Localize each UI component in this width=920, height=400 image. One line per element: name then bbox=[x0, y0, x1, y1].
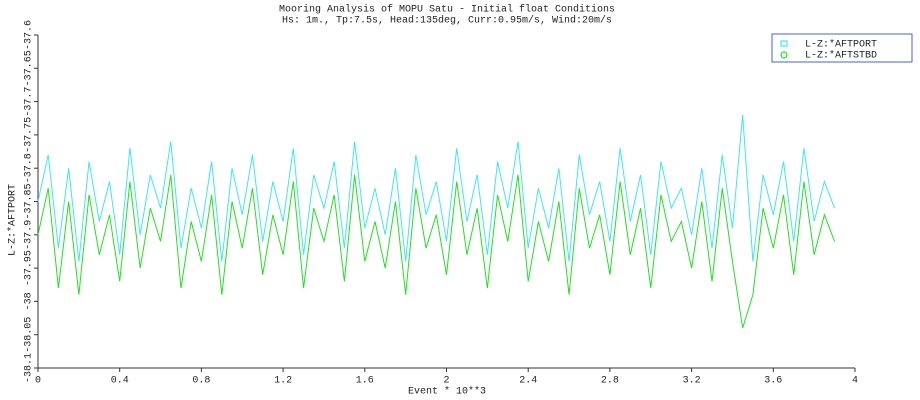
y-tick-label: -37.7 bbox=[24, 87, 35, 117]
x-tick-label: 3.6 bbox=[764, 376, 782, 387]
y-tick-label: -38 bbox=[24, 292, 35, 310]
series-line bbox=[37, 114, 836, 262]
legend-symbol bbox=[780, 40, 788, 47]
y-axis-label: L-Z:*AFTPORT bbox=[7, 184, 19, 256]
y-tick-label: -37.85 bbox=[24, 183, 35, 219]
x-tick-label: 0 bbox=[35, 376, 41, 387]
y-tick-label: -38.1 bbox=[24, 353, 35, 383]
chart-title: Mooring Analysis of MOPU Satu - Initial … bbox=[279, 4, 615, 16]
legend-symbol bbox=[780, 51, 788, 59]
x-tick-label: 0.4 bbox=[111, 376, 129, 387]
x-tick-label: 1.2 bbox=[274, 376, 292, 387]
y-tick-label: -37.95 bbox=[24, 250, 35, 286]
series-line bbox=[37, 174, 836, 329]
x-tick-label: 2.8 bbox=[601, 376, 619, 387]
y-tick-label: -37.65 bbox=[24, 50, 35, 86]
x-tick-label: 4 bbox=[852, 376, 858, 387]
y-tick-label: -37.75 bbox=[24, 117, 35, 153]
legend-label: L-Z:*AFTSTBD bbox=[805, 50, 877, 62]
legend-label: L-Z:*AFTPORT bbox=[805, 39, 877, 51]
y-tick-label: -38.05 bbox=[24, 317, 35, 353]
x-tick-label: 3.2 bbox=[683, 376, 701, 387]
x-tick-label: 2.4 bbox=[519, 376, 537, 387]
chart-subtitle: Hs: 1m., Tp:7.5s, Head:135deg, Curr:0.95… bbox=[282, 15, 612, 27]
x-tick-label: 0.8 bbox=[192, 376, 210, 387]
y-tick-label: -37.8 bbox=[24, 153, 35, 183]
legend-box bbox=[771, 33, 913, 63]
x-axis-label: Event * 10**3 bbox=[408, 386, 486, 398]
x-tick-label: 1.6 bbox=[356, 376, 374, 387]
x-tick-label: 2 bbox=[443, 376, 449, 387]
y-tick-label: -37.9 bbox=[24, 220, 35, 250]
y-tick-label: -37.6 bbox=[24, 20, 35, 50]
